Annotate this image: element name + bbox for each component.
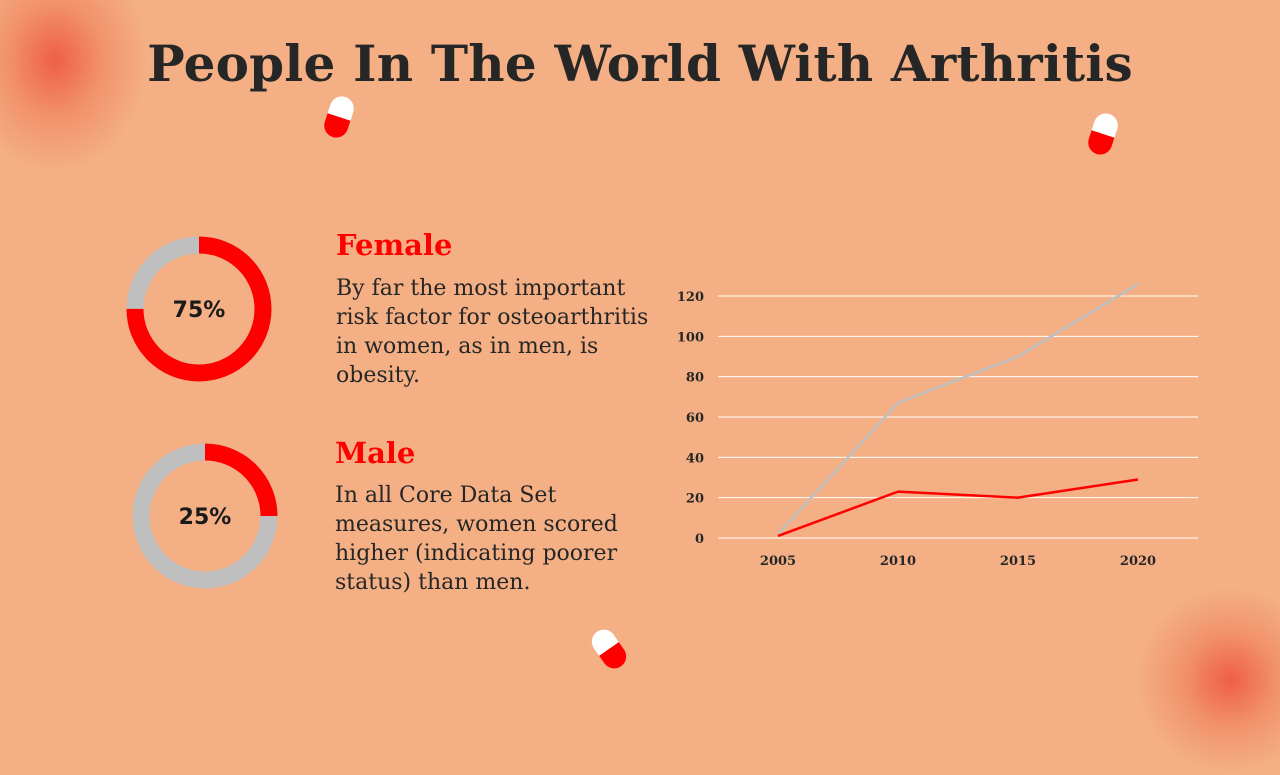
- donut-fill: [132, 443, 278, 589]
- y-tick-label: 120: [677, 290, 704, 305]
- female-heading: Female: [336, 228, 453, 262]
- donut-fill: [126, 236, 272, 382]
- y-tick-label: 40: [686, 451, 704, 466]
- male-donut-chart: 25%: [132, 443, 278, 589]
- pill-icon: [324, 96, 354, 138]
- percent-label: 25%: [179, 505, 232, 530]
- pill-icon: [591, 629, 627, 669]
- decorative-blob-bottom-right: [1135, 585, 1280, 775]
- y-tick-label: 80: [686, 371, 704, 386]
- y-tick-label: 20: [686, 492, 704, 507]
- line-chart: 0 20 40 60 80 100 120 2005 2010 2015 2020: [677, 282, 1198, 569]
- male-heading: Male: [335, 436, 416, 470]
- pill-icon: [1088, 113, 1118, 155]
- female-description: By far the most important risk factor fo…: [336, 276, 649, 388]
- x-tick-label: 2010: [880, 554, 916, 569]
- y-tick-label: 100: [677, 330, 704, 345]
- x-tick-label: 2015: [1000, 554, 1036, 569]
- x-tick-label: 2005: [760, 554, 796, 569]
- x-tick-label: 2020: [1120, 554, 1156, 569]
- y-tick-label: 60: [686, 411, 704, 426]
- y-tick-label: 0: [695, 532, 704, 547]
- slide-title: People In The World With Arthritis: [147, 34, 1133, 93]
- series-line: [777, 282, 1139, 535]
- male-description: In all Core Data Set measures, women sco…: [335, 483, 618, 595]
- female-donut-chart: 75%: [126, 236, 272, 382]
- percent-label: 75%: [173, 298, 226, 323]
- series-line: [777, 478, 1139, 538]
